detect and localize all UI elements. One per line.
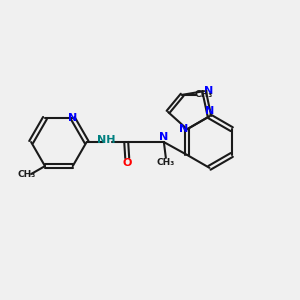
Text: N: N (204, 86, 214, 96)
Text: CH₃: CH₃ (195, 90, 213, 99)
Text: NH: NH (97, 135, 116, 145)
Text: N: N (205, 106, 214, 116)
Text: N: N (159, 132, 169, 142)
Text: N: N (68, 113, 77, 123)
Text: CH₃: CH₃ (157, 158, 175, 167)
Text: O: O (122, 158, 132, 168)
Text: N: N (178, 124, 188, 134)
Text: CH₃: CH₃ (17, 169, 35, 178)
